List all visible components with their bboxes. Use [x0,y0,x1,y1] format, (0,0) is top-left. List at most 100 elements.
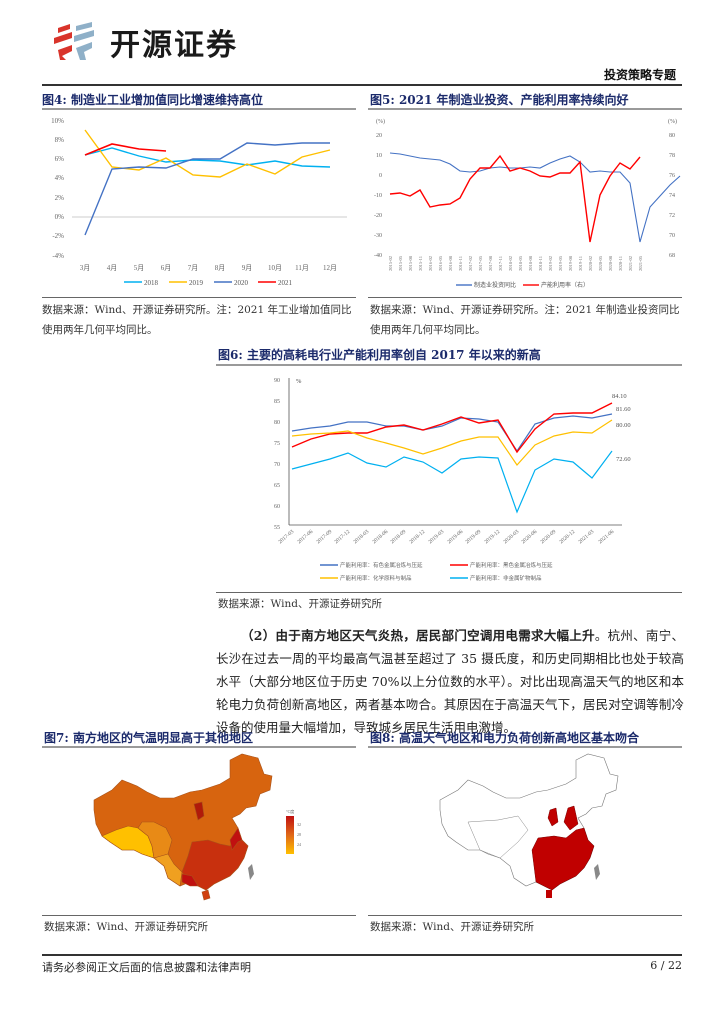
svg-text:2020-11: 2020-11 [618,256,623,271]
svg-text:2019-12: 2019-12 [483,529,501,546]
svg-text:-30: -30 [374,233,382,239]
svg-text:-20: -20 [374,213,382,219]
svg-text:4月: 4月 [107,264,118,272]
svg-text:4%: 4% [55,174,65,182]
fig4-source-line2: 使用两年几何平均同比。 [42,324,158,336]
svg-text:2020-06: 2020-06 [520,529,538,546]
fig8-title: 图8: 高温天气地区和电力负荷创新高地区基本吻合 [370,731,639,745]
fig4-title: 图4: 制造业工业增加值同比增速维持高位 [42,93,263,107]
svg-text:产能利用率（右）: 产能利用率（右） [541,281,589,289]
svg-text:2020-08: 2020-08 [608,255,613,271]
svg-text:%: % [296,378,302,385]
svg-text:2020-03: 2020-03 [502,529,520,546]
page-number: 6 / 22 [650,959,682,972]
svg-text:2019-05: 2019-05 [558,255,563,271]
svg-text:2020: 2020 [234,279,249,287]
svg-text:2016-05: 2016-05 [438,255,443,271]
svg-text:2021-03: 2021-03 [577,529,595,546]
svg-text:产能利用率：有色金属冶炼与压延: 产能利用率：有色金属冶炼与压延 [340,561,423,569]
body-paragraph: （2）由于南方地区天气炎热，居民部门空调用电需求大幅上升。杭州、南宁、长沙在过去… [216,624,684,739]
fig4-source-rule [42,297,356,298]
svg-text:2015-11: 2015-11 [418,256,423,271]
fig6-source-rule [216,592,682,593]
svg-text:75: 75 [274,441,280,447]
fig8-power-load-map [439,753,619,898]
svg-text:20: 20 [376,133,382,139]
svg-text:2015-05: 2015-05 [398,255,403,271]
header-divider [42,84,682,86]
svg-text:-40: -40 [374,253,382,259]
svg-text:72: 72 [669,213,675,219]
fig5-title-rule [368,108,682,110]
svg-text:2018-11: 2018-11 [538,256,543,271]
svg-text:72.60: 72.60 [616,456,631,463]
brand-logo: 开源证券 [52,20,282,64]
fig7-legend-tick-24: 24 [297,842,301,847]
svg-text:(%): (%) [668,118,677,125]
fig5-source-line1: 数据来源：Wind、开源证券研究所。注：2021 年制造业投资同比 [370,304,680,316]
svg-text:2019-11: 2019-11 [578,256,583,271]
svg-text:2%: 2% [55,194,65,202]
svg-text:2018: 2018 [144,279,159,287]
svg-text:2021: 2021 [278,279,293,287]
footer-divider [42,954,682,956]
svg-text:74: 74 [669,193,675,199]
svg-text:55: 55 [274,525,280,531]
svg-text:2021-05: 2021-05 [638,255,643,271]
svg-text:2019-09: 2019-09 [464,529,482,546]
fig5-source-rule [368,297,682,298]
fig5-chart: (%) (%) 20 10 0 -10 -20 -30 -40 80 78 76 74 72 70 6… [374,118,681,289]
svg-text:7月: 7月 [188,264,199,272]
fig7-legend-tick-28: 28 [297,832,301,837]
svg-text:10: 10 [376,153,382,159]
fig7-title-rule [42,746,356,748]
svg-text:2017-11: 2017-11 [498,256,503,271]
svg-text:2018-12: 2018-12 [408,529,426,546]
fig7-temperature-map: °C度 32 28 24 [93,753,301,901]
body-text: 。杭州、南宁、长沙在过去一周的平均最高气温甚至超过了 35 摄氏度，和历史同期相… [216,628,684,735]
svg-text:2020-12: 2020-12 [558,529,576,546]
fig4-source: 数据来源：Wind、开源证券研究所。注：2021 年工业增加值同比 使用两年几何… [42,300,358,340]
fig5-source: 数据来源：Wind、开源证券研究所。注：2021 年制造业投资同比 使用两年几何… [370,300,686,340]
svg-text:0%: 0% [55,213,65,221]
fig7-legend-title: °C度 [286,808,294,814]
svg-text:2017-02: 2017-02 [468,256,473,271]
svg-text:2019-06: 2019-06 [446,529,464,546]
fig6-source: 数据来源：Wind、开源证券研究所 [218,598,382,610]
svg-text:-2%: -2% [52,232,64,240]
svg-text:2017-03: 2017-03 [277,529,295,546]
svg-text:产能利用率：黑色金属冶炼与压延: 产能利用率：黑色金属冶炼与压延 [470,561,553,569]
fig7-source-rule [42,915,356,916]
fig4-source-line1: 数据来源：Wind、开源证券研究所。注：2021 年工业增加值同比 [42,304,352,316]
svg-text:60: 60 [274,504,280,510]
svg-text:10月: 10月 [268,264,282,272]
fig4-chart: 10% 8% 6% 4% 2% 0% -2% -4% 3月 4月 5月 6月 7月 8月 9月 10月… [51,117,347,287]
svg-text:2019-03: 2019-03 [427,529,445,546]
svg-text:2018-05: 2018-05 [518,255,523,271]
svg-text:2017-08: 2017-08 [488,255,493,271]
svg-text:2017-06: 2017-06 [296,529,314,546]
svg-text:产能利用率：非金属矿物制品: 产能利用率：非金属矿物制品 [470,574,542,582]
svg-text:9月: 9月 [242,264,253,272]
fig7-legend-tick-32: 32 [297,822,301,827]
svg-text:70: 70 [274,462,280,468]
svg-text:-4%: -4% [52,252,64,260]
svg-text:(%): (%) [376,118,385,125]
svg-text:10%: 10% [51,117,64,125]
brand-name: 开源证券 [110,28,238,63]
brand-logo-icon [54,22,94,60]
svg-text:2015-02: 2015-02 [388,256,393,271]
svg-text:3月: 3月 [80,264,91,272]
svg-text:90: 90 [274,378,280,384]
svg-text:2018-02: 2018-02 [508,256,513,271]
fig8-title-rule [368,746,682,748]
fig8-source-rule [368,915,682,916]
svg-text:2016-02: 2016-02 [428,256,433,271]
fig6-title: 图6: 主要的高耗电行业产能利用率创自 2017 年以来的新高 [218,348,541,362]
svg-text:2021-06: 2021-06 [597,529,615,546]
fig7-title: 图7: 南方地区的气温明显高于其他地区 [44,731,253,745]
svg-text:81.60: 81.60 [616,406,631,413]
svg-text:65: 65 [274,483,280,489]
svg-text:2016-08: 2016-08 [448,255,453,271]
footer-disclaimer-link[interactable]: 请务必参阅正文后面的信息披露和法律声明 [42,961,251,974]
